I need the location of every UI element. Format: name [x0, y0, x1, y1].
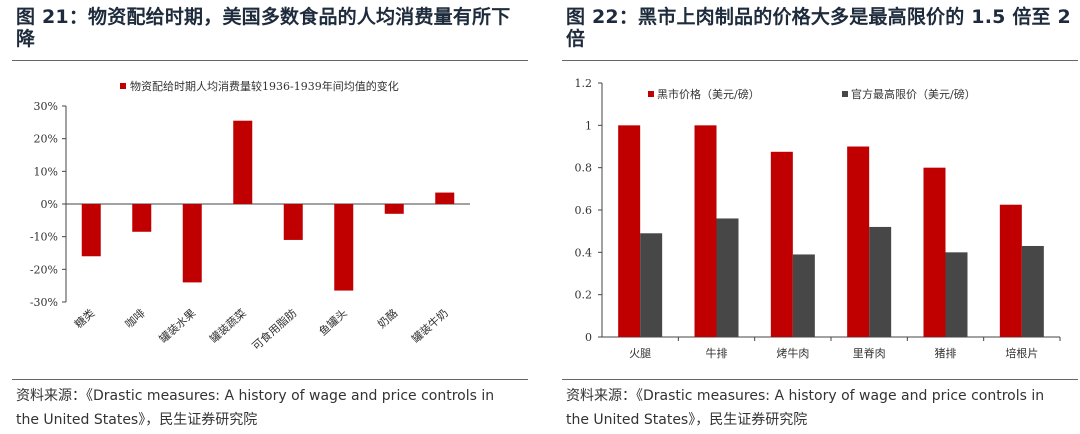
bar-s1-5	[1021, 245, 1044, 337]
right-bottom-divider	[562, 379, 1078, 380]
bar-4	[283, 204, 303, 240]
y-tick-label: 0%	[41, 198, 58, 211]
bar-s0-5	[999, 204, 1022, 337]
left-figure-title: 图 21：物资配给时期，美国多数食品的人均消费量有所下降	[16, 6, 511, 50]
legend-label-0: 黑市价格（美元/磅）	[657, 87, 760, 101]
x-category-label: 鱼罐头	[316, 306, 350, 338]
right-top-divider	[562, 60, 1078, 61]
x-category-label: 奶酪	[375, 306, 401, 331]
y-tick-label: 20%	[34, 133, 58, 146]
right-figure-title: 图 22：黑市上肉制品的价格大多是最高限价的 1.5 倍至 2 倍	[566, 6, 1071, 50]
x-category-label: 培根片	[1005, 346, 1038, 360]
bar-s0-3	[847, 146, 870, 337]
bar-6	[384, 204, 404, 214]
bar-s1-2	[792, 254, 815, 337]
y-tick-label: -30%	[30, 296, 58, 309]
legend-label-1: 官方最高限价（美元/磅）	[851, 87, 976, 101]
y-tick-label: 1.2	[575, 77, 593, 90]
x-category-label: 罐装牛奶	[409, 306, 451, 346]
legend-swatch	[120, 83, 126, 89]
bar-s0-1	[694, 125, 717, 337]
bar-1	[132, 204, 152, 232]
x-category-label: 罐装蔬菜	[207, 307, 248, 346]
x-category-label: 咖啡	[122, 306, 148, 331]
bar-s1-1	[716, 218, 739, 337]
left-bottom-divider	[12, 379, 528, 380]
x-category-label: 可食用脂肪	[249, 306, 299, 353]
y-tick-label: -20%	[30, 263, 58, 276]
legend-swatch-1	[842, 91, 848, 97]
bar-s1-3	[869, 226, 892, 337]
x-category-label: 糖类	[72, 306, 98, 331]
left-source-note: 资料来源：《Drastic measures: A history of wag…	[16, 388, 495, 428]
legend-label: 物资配给时期人均消费量较1936-1939年间均值的变化	[130, 79, 399, 93]
left-bar-chart: -30% -20% -10% 0% 10% 20% 30% 物资配给时期人均消费量较1936-…	[30, 79, 470, 353]
legend-swatch-0	[648, 91, 654, 97]
y-tick-label: 10%	[34, 165, 58, 178]
bar-2	[182, 204, 202, 283]
y-tick-label: 0.2	[575, 289, 593, 302]
x-category-label: 牛排	[706, 346, 728, 360]
x-category-label: 猪排	[935, 346, 957, 360]
bar-s0-0	[618, 125, 641, 337]
right-bar-chart: 0 0.2 0.4 0.6 0.8 1 1.2 黑市价格（美元/磅） 官方最高限价（美元/磅） 火…	[575, 77, 1061, 360]
y-tick-label: -10%	[30, 231, 58, 244]
y-tick-label: 0.8	[575, 162, 593, 175]
y-tick-label: 1	[585, 119, 592, 132]
bar-7	[435, 192, 455, 204]
bar-s1-0	[640, 233, 663, 337]
bar-s1-4	[945, 252, 968, 337]
y-tick-label: 30%	[34, 100, 58, 113]
left-top-divider	[12, 60, 528, 61]
x-category-label: 烤牛肉	[776, 346, 809, 360]
bar-s0-4	[923, 167, 946, 337]
right-source-note: 资料来源：《Drastic measures: A history of wag…	[566, 388, 1045, 428]
y-tick-label: 0	[585, 331, 592, 344]
left-figure-panel: 图 21：物资配给时期，美国多数食品的人均消费量有所下降 -30% -20% -10…	[0, 0, 530, 434]
right-figure-panel: 图 22：黑市上肉制品的价格大多是最高限价的 1.5 倍至 2 倍 0 0.2 0.…	[550, 0, 1080, 434]
x-category-label: 火腿	[629, 347, 651, 360]
y-tick-label: 0.4	[575, 246, 593, 259]
x-category-label: 里脊肉	[853, 346, 886, 360]
y-tick-label: 0.6	[575, 204, 593, 217]
bar-s0-2	[770, 151, 793, 337]
bar-0	[81, 204, 101, 257]
bar-5	[334, 204, 354, 291]
x-category-label: 罐装水果	[157, 307, 198, 346]
bar-3	[233, 120, 253, 204]
